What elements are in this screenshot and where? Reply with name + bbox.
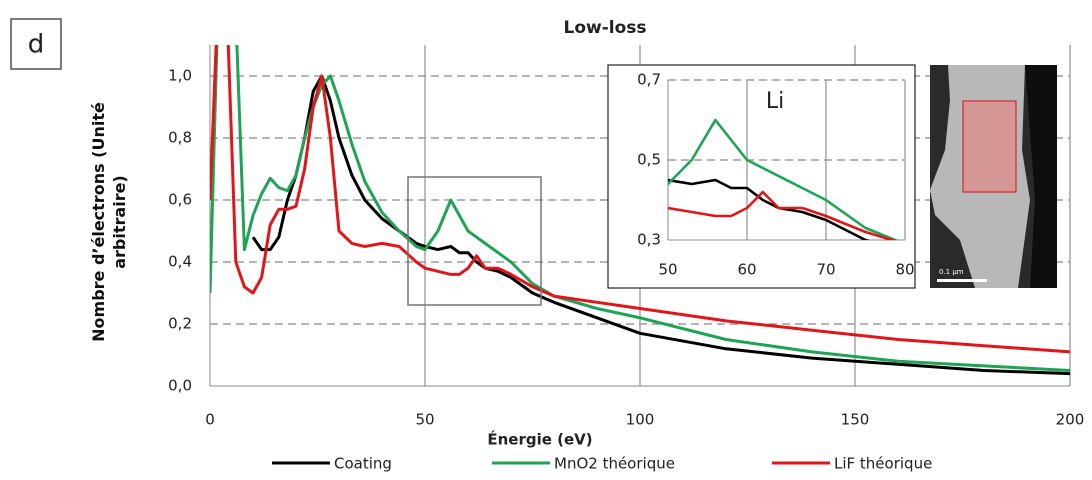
- y-tick-label: 0,0: [168, 377, 192, 395]
- y-axis-title: Nombre d’électrons (Unité arbitraire): [89, 102, 129, 342]
- x-axis-title: Énergie (eV): [487, 430, 592, 449]
- x-tick-label: 50: [658, 261, 677, 279]
- x-tick-label: 0: [205, 411, 215, 429]
- series-line: [668, 178, 870, 240]
- legend-label: Coating: [334, 455, 392, 473]
- zoom-box: [407, 176, 542, 306]
- y-tick-label: 0,7: [637, 71, 661, 89]
- y-tick-label: 0,3: [637, 231, 661, 249]
- inset-box: [607, 64, 916, 289]
- y-tick-label: 1,0: [168, 67, 192, 85]
- chart-title: Low-loss: [563, 18, 646, 38]
- y-tick-label: 0,4: [168, 253, 192, 271]
- x-tick-label: 200: [1056, 411, 1085, 429]
- series-line: [210, 45, 1071, 372]
- series-line: [210, 45, 1071, 354]
- y-tick-label: 0,8: [168, 129, 192, 147]
- x-tick-label: 80: [895, 261, 914, 279]
- y-tick-label: 0,6: [168, 191, 192, 209]
- image-scale: 0.1 µm: [939, 268, 964, 276]
- x-tick-label: 100: [626, 411, 655, 429]
- x-tick-label: 60: [737, 261, 756, 279]
- panel-label: d: [28, 30, 45, 60]
- y-tick-label: 0,2: [168, 315, 192, 333]
- inset-label: Li: [766, 89, 784, 114]
- x-tick-label: 70: [816, 261, 835, 279]
- micrograph: 0.1 µm: [930, 65, 1057, 288]
- legend-label: LiF théorique: [834, 455, 932, 473]
- y-tick-label: 0,5: [637, 151, 661, 169]
- panel-box: [10, 18, 62, 70]
- inset-plot: 0,3 0,5 0,7 50 60 70 80: [637, 71, 914, 279]
- legend: Coating MnO2 théorique LiF théorique: [272, 455, 932, 473]
- legend-label: MnO2 théorique: [554, 455, 675, 473]
- x-tick-label: 50: [415, 411, 434, 429]
- x-tick-label: 150: [841, 411, 870, 429]
